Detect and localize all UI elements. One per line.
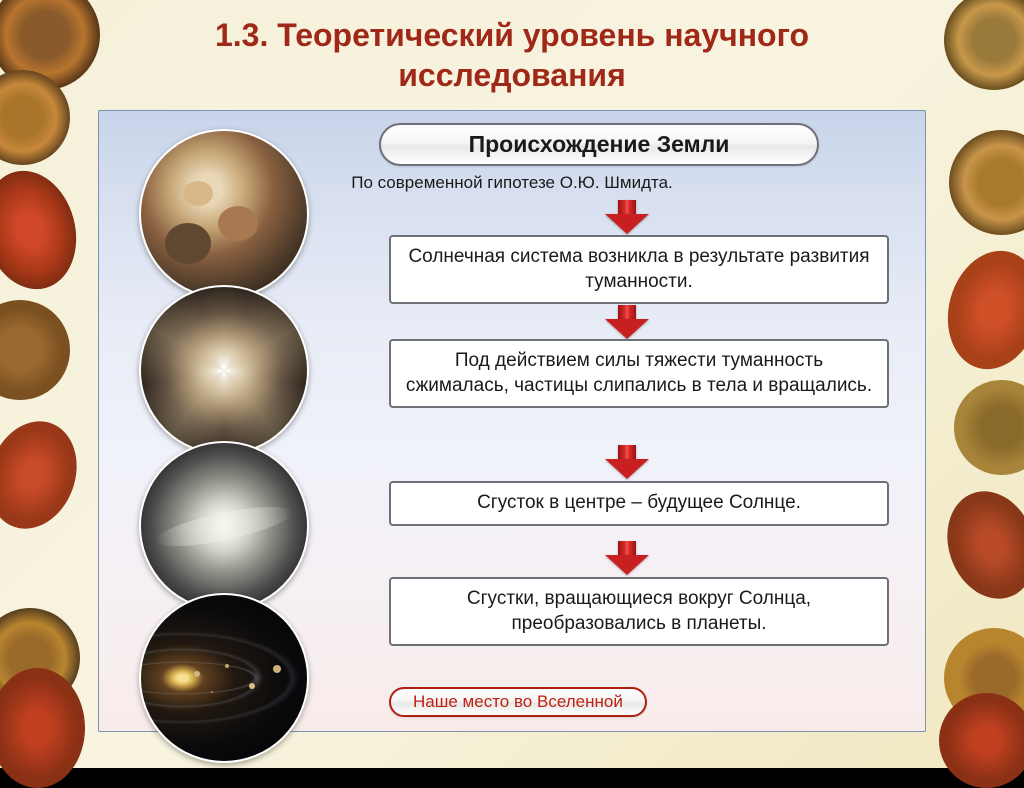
flowchart-panel: Происхождение Земли По современной гипот… bbox=[98, 110, 926, 732]
image-solar-system-orbits bbox=[139, 593, 309, 763]
image-nebula-rock bbox=[139, 129, 309, 299]
step-box-3: Сгусток в центре – будущее Солнце. bbox=[389, 481, 889, 526]
decorative-border-left bbox=[0, 0, 90, 768]
decorative-border-right bbox=[934, 0, 1024, 768]
step-box-2: Под действием силы тяжести туманность сж… bbox=[389, 339, 889, 408]
image-spiral-galaxy-dense bbox=[139, 285, 309, 455]
bottom-link[interactable]: Наше место во Вселенной bbox=[389, 687, 647, 717]
image-spiral-galaxy-arms bbox=[139, 441, 309, 611]
step-box-1: Солнечная система возникла в результате … bbox=[389, 235, 889, 304]
slide-title: 1.3. Теоретический уровень научного иссл… bbox=[0, 15, 1024, 95]
chart-heading: Происхождение Земли bbox=[379, 123, 819, 166]
step-box-4: Сгустки, вращающиеся вокруг Солнца, прео… bbox=[389, 577, 889, 646]
